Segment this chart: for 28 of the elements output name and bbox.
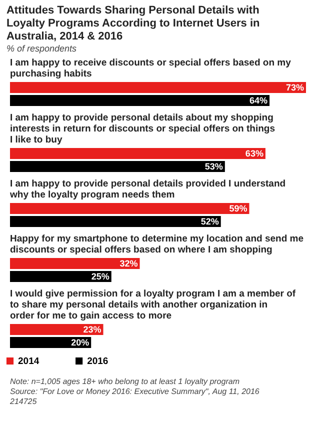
bar [10,337,92,348]
chart-subtitle: % of respondents [6,44,78,54]
bar [10,203,250,214]
text: Note: n=1,005 ages 18+ who belong to at least 1 loyalty program [10,377,240,386]
bar [10,95,270,106]
y-tick-label: I would give permission for a loyalty program I am a member of to share my personal details with another organization in order for me to gain access to more [10,288,296,322]
bar [10,216,221,227]
data-label: 64% [249,96,268,106]
data-label: 52% [200,216,219,226]
y-tick-label: Happy for my smartphone to determine my location and send me discounts or special offers based on where I am shopping [10,234,304,256]
source-note: Source: "For Love or Money 2016: Executive Summary", Aug 11, 2016 [10,387,260,396]
data-label: 32% [120,258,138,268]
bar [10,324,104,335]
y-tick-label: I am happy to provide personal details provided I understand why the loyalty program needs them [9,178,286,200]
chart-title: Attitudes Towards Sharing Personal Details with Loyalty Programs According to Internet Users in Australia, 2014 & 2016 [6,4,260,42]
data-label: 63% [245,148,264,158]
legend-label: 2016 [87,356,108,367]
data-label: 25% [91,272,110,282]
y-tick-label: I am happy to receive discounts or special offers based on my purchasing habits [10,58,292,80]
data-label: 23% [83,324,102,334]
data-label: 73% [286,82,304,92]
bar [10,82,306,93]
y-tick-label: I am happy to provide personal details about my shopping interests in return for discounts or special offers on things I like to buy [10,112,275,146]
text: 214725 [9,397,38,406]
data-label: 59% [229,204,248,214]
data-label: 53% [204,162,223,172]
data-label: 20% [71,338,90,348]
legend-label: 2014 [18,356,40,367]
